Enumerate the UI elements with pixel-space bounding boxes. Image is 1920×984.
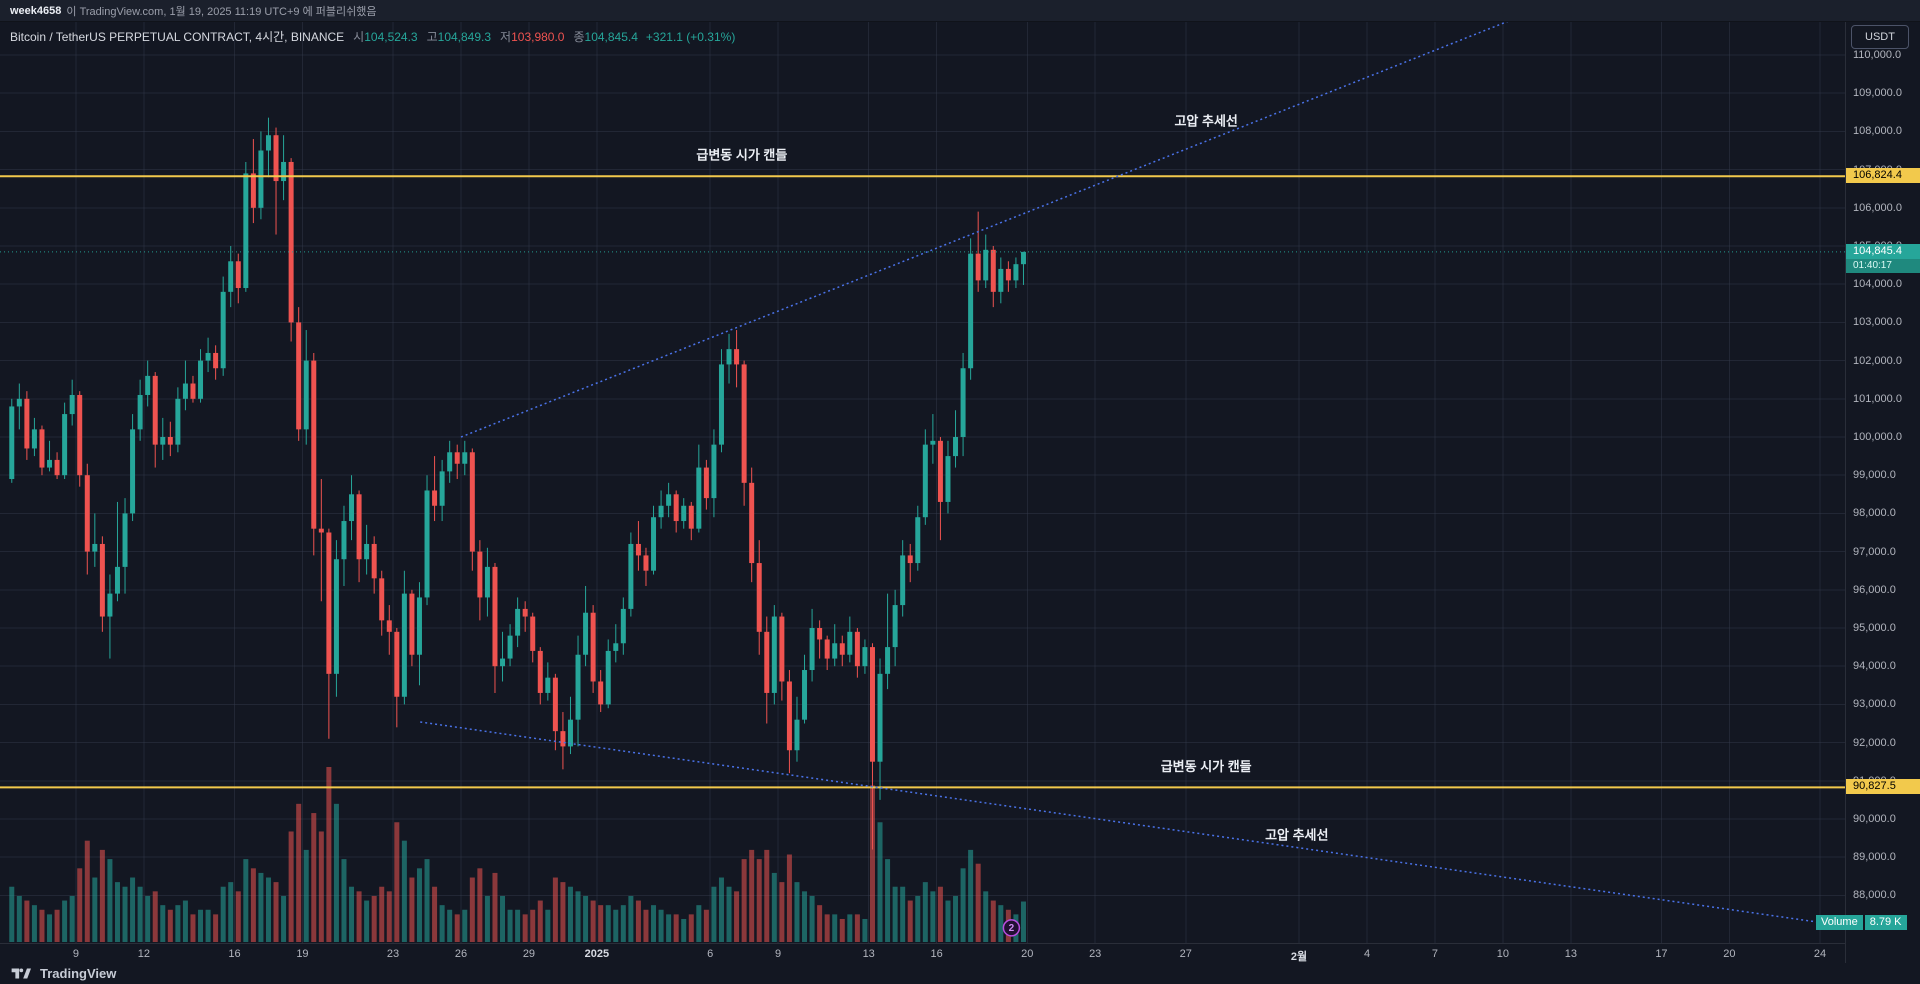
time-tick: 23 [386,948,400,960]
price-tick: 100,000.0 [1853,431,1902,443]
ohlc-low-value: 103,980.0 [511,29,565,44]
time-tick: 9 [72,948,79,960]
volume-badge-value: 8.79 K [1864,915,1907,930]
time-tick: 6 [707,948,714,960]
marker-badge-count: 2 [1009,923,1015,934]
price-tick: 99,000.0 [1853,469,1896,482]
last-price-countdown: 01:40:17 [1846,258,1920,273]
price-tick: 90,000.0 [1853,813,1896,825]
descending-trendline-label[interactable]: 고압 추세선 [1265,828,1328,843]
candlesticks[interactable] [9,117,1026,850]
price-tick: 98,000.0 [1853,507,1896,520]
lower-price-badge: 90,827.5 [1846,779,1920,795]
chart-area[interactable]: 급변동 시가 캔들 급변동 시가 캔들 고압 추세선 고압 추세선 2 Bitcoin … [0,22,1920,984]
ohlc-high-label: 고 [426,30,438,44]
time-tick: 27 [1179,948,1192,960]
time-tick: 24 [1813,948,1827,960]
publish-bar: week4658 이 TradingView.com, 1월 19, 2025 … [0,0,1920,22]
price-tick: 109,000.0 [1853,87,1902,100]
price-tick: 92,000.0 [1853,736,1896,749]
last-price-badge-group: 104,845.4 01:40:17 [1846,243,1920,273]
footer-bar: TradingView [0,963,1920,984]
price-tick: 102,000.0 [1853,354,1902,367]
ascending-trendline[interactable] [460,22,1510,438]
time-tick: 12 [137,948,151,960]
tradingview-logo-text[interactable]: TradingView [40,966,117,981]
time-tick: 2025 [584,948,610,960]
time-tick: 29 [522,948,536,960]
price-tick: 96,000.0 [1853,583,1896,596]
ohlc-close-label: 종 [573,30,585,44]
price-tick: 110,000.0 [1853,49,1902,61]
upper-price-badge: 106,824.4 [1846,168,1920,184]
price-tick: 97,000.0 [1853,545,1896,558]
price-tick: 108,000.0 [1853,125,1902,138]
ohlc-change-value: +321.1 (+0.31%) [645,29,736,44]
price-axis[interactable]: USDT 106,824.4 104,845.4 01:40:17 90,827… [1845,22,1920,963]
ohlc-low-label: 저 [500,30,512,44]
price-tick: 95,000.0 [1853,622,1896,634]
volume-badge-label: Volume [1816,915,1863,930]
upper-horizontal-line-label[interactable]: 급변동 시가 캔들 [696,148,787,163]
time-tick: 2월 [1290,951,1308,963]
time-tick: 23 [1089,948,1102,960]
time-tick: 9 [775,948,782,960]
price-tick: 101,000.0 [1853,392,1902,405]
time-tick: 13 [1564,948,1577,960]
time-tick: 16 [930,948,943,960]
time-tick: 20 [1021,948,1034,960]
publish-text: 이 TradingView.com, 1월 19, 2025 11:19 UTC… [66,5,377,18]
ohlc-close-value: 104,845.4 [584,29,638,44]
ohlc-high-value: 104,849.3 [437,29,492,44]
price-tick: 104,000.0 [1853,278,1902,291]
marker-badge[interactable] [1002,919,1021,937]
tradingview-logo-icon[interactable] [8,966,34,981]
time-tick: 10 [1496,948,1510,960]
volume-badge: Volume 8.79 K [1816,915,1907,930]
ascending-trendline-label[interactable]: 고압 추세선 [1174,113,1237,128]
lower-horizontal-line-label[interactable]: 급변동 시가 캔들 [1161,759,1252,774]
currency-button[interactable]: USDT [1851,25,1909,49]
price-tick: 94,000.0 [1853,660,1896,673]
time-tick: 17 [1655,948,1668,960]
time-tick: 26 [454,948,468,960]
grid [0,22,1845,943]
publish-username[interactable]: week4658 [10,4,62,17]
price-tick: 93,000.0 [1853,698,1896,711]
price-tick: 88,000.0 [1853,889,1896,902]
symbol-row: Bitcoin / TetherUS PERPETUAL CONTRACT, 4… [10,28,735,45]
last-price-badge: 104,845.4 [1846,243,1920,259]
time-tick: 20 [1723,948,1736,960]
time-tick: 13 [862,948,875,960]
price-tick: 103,000.0 [1853,316,1902,329]
descending-trendline[interactable] [420,721,1832,925]
symbol-title[interactable]: Bitcoin / TetherUS PERPETUAL CONTRACT, 4… [10,30,345,44]
time-tick: 7 [1431,948,1438,960]
ohlc-open-value: 104,524.3 [364,29,418,44]
price-tick: 89,000.0 [1853,851,1896,864]
time-tick: 19 [296,948,309,960]
time-tick: 4 [1363,948,1371,960]
time-axis[interactable]: 9 12 16 19 23 26 29 2025 6 9 13 16 20 23 27 2월 4 7 10 13 17 2… [0,943,1845,963]
price-tick: 106,000.0 [1853,201,1902,214]
time-tick: 16 [228,948,241,960]
ohlc-open-label: 시 [353,30,365,44]
volume-bars [9,767,1026,942]
